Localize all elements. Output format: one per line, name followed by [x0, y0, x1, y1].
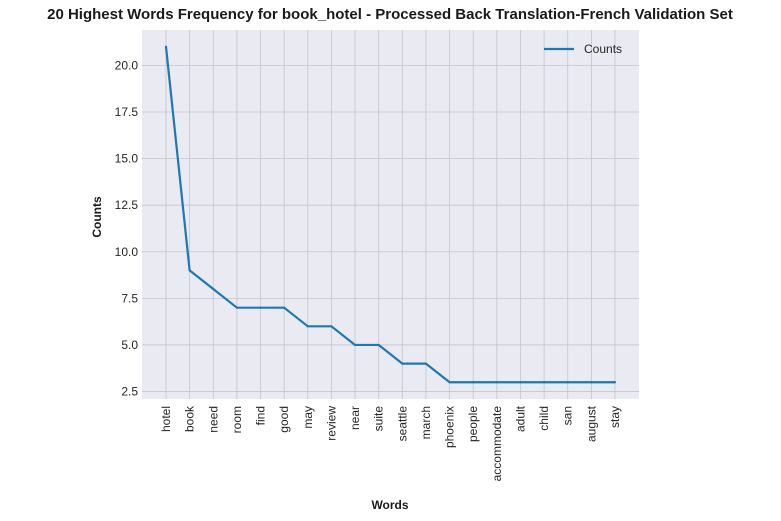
data-point: [566, 381, 569, 384]
plot-area: [142, 30, 639, 399]
legend-label-counts: Counts: [584, 42, 622, 56]
data-point: [495, 381, 498, 384]
x-tick-labels: hotel book need room find good may review near su…: [159, 405, 622, 481]
x-gridlines: [165, 30, 616, 399]
x-tick-label: good: [277, 406, 291, 433]
x-tick-label: august: [584, 405, 598, 442]
x-tick-label: review: [324, 406, 338, 441]
x-tick-label: people: [466, 406, 480, 442]
y-tick-label: 5.0: [121, 338, 138, 352]
x-tick-label: accommodate: [490, 406, 504, 482]
data-point: [590, 381, 593, 384]
x-tick-label: need: [206, 406, 220, 433]
y-tick-label: 10.0: [115, 245, 139, 259]
data-point: [235, 306, 238, 309]
x-tick-label: seattle: [395, 406, 409, 442]
data-point: [283, 306, 286, 309]
data-point: [164, 45, 168, 48]
y-tick-label: 2.5: [121, 385, 138, 399]
data-point: [448, 381, 451, 384]
x-tick-label: san: [561, 406, 575, 425]
data-point: [424, 362, 428, 365]
data-point: [543, 381, 546, 384]
x-tick-label: may: [301, 406, 315, 429]
x-tick-label: phoenix: [443, 406, 457, 448]
data-point: [377, 343, 380, 347]
data-point: [401, 362, 404, 365]
y-tick-labels: 2.5 5.0 7.5 10.0 12.5 15.0 17.5 20.0: [115, 58, 139, 398]
x-tick-label: stay: [608, 406, 622, 428]
x-tick-label: near: [348, 406, 362, 430]
series-layer: [164, 45, 617, 384]
data-point: [259, 306, 262, 309]
y-tick-label: 17.5: [115, 105, 139, 119]
y-tick-label: 20.0: [115, 58, 139, 72]
y-axis-label: Counts: [90, 196, 104, 238]
chart-title: 20 Highest Words Frequency for book_hote…: [47, 6, 733, 23]
series-line-counts: [164, 46, 615, 384]
x-tick-label: march: [419, 406, 433, 439]
x-tick-label: suite: [372, 406, 386, 432]
y-tick-label: 7.5: [121, 291, 138, 305]
data-point: [212, 287, 215, 291]
x-tick-label: find: [254, 406, 268, 425]
x-tick-label: adult: [513, 405, 527, 432]
data-point: [613, 381, 617, 384]
x-tick-label: child: [537, 406, 551, 431]
x-tick-label: book: [183, 405, 197, 432]
data-point: [472, 381, 475, 384]
data-point: [188, 269, 191, 272]
x-axis-label: Words: [371, 498, 408, 512]
x-tick-label: room: [230, 406, 244, 433]
y-tick-label: 15.0: [115, 152, 139, 166]
data-point: [306, 325, 309, 328]
data-point: [353, 343, 357, 347]
data-point: [330, 325, 333, 328]
y-tick-label: 12.5: [115, 198, 139, 212]
data-point: [519, 381, 522, 384]
legend: Counts: [544, 42, 622, 56]
x-tick-label: hotel: [159, 406, 173, 432]
